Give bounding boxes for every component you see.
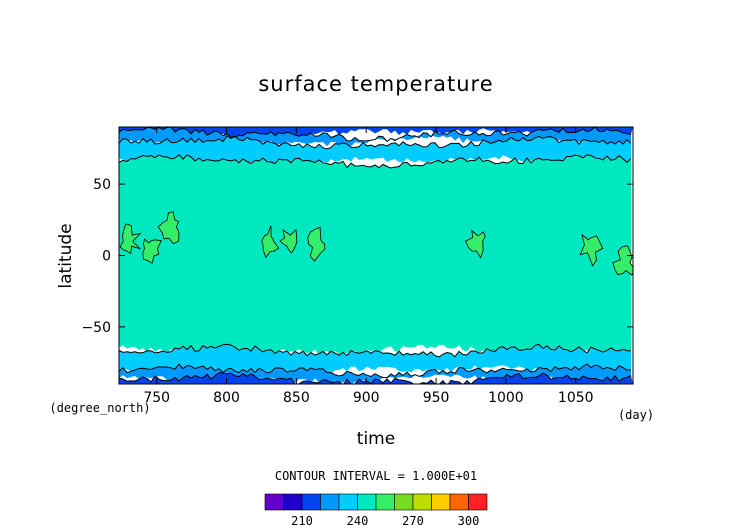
y-tick-label: 50 — [93, 177, 111, 193]
y-axis-label: latitude — [56, 223, 76, 288]
colorbar-swatch — [431, 493, 451, 511]
plot-area — [118, 126, 634, 385]
contour-line — [119, 127, 632, 143]
warm-patch — [579, 233, 604, 267]
y-axis-unit: (degree_north) — [49, 401, 150, 415]
colorbar-swatch — [338, 493, 358, 511]
x-axis-label: time — [357, 429, 395, 449]
warm-patch — [119, 223, 142, 255]
colorbar: 210 240 270 300 — [264, 493, 488, 528]
x-tick-label: 1050 — [558, 390, 594, 406]
colorbar-swatch — [412, 493, 432, 511]
colorbar-swatch — [375, 493, 395, 511]
y-tick-label: −50 — [81, 320, 111, 336]
colorbar-tick-label: 300 — [458, 514, 480, 528]
colorbar-tick-label: 270 — [402, 514, 424, 528]
warm-patch — [307, 226, 326, 262]
contour-line — [119, 135, 632, 150]
colorbar-swatch — [357, 493, 377, 511]
colorbar-swatch — [320, 493, 340, 511]
contour-line — [119, 363, 632, 379]
colorbar-swatch — [449, 493, 469, 511]
warm-patch — [142, 238, 162, 264]
colorbar-swatch — [301, 493, 321, 511]
warm-patch — [612, 245, 633, 276]
temperature-band — [119, 136, 631, 169]
colorbar-swatch — [264, 493, 284, 511]
contour-line — [119, 372, 632, 384]
colorbar-tick-label: 240 — [347, 514, 369, 528]
x-tick-label: 950 — [423, 390, 450, 406]
colorbar-swatch — [394, 493, 414, 511]
x-tick-label: 1000 — [488, 390, 524, 406]
contour-line — [119, 154, 632, 169]
x-tick-label: 750 — [143, 390, 170, 406]
temperature-band — [119, 372, 633, 384]
temperature-band — [119, 154, 631, 359]
x-tick-label: 900 — [353, 390, 380, 406]
temperature-band — [119, 344, 631, 378]
x-tick-label: 800 — [213, 390, 240, 406]
colorbar-swatch — [283, 493, 303, 511]
chart-title: surface temperature — [258, 72, 493, 96]
x-axis: 750 800 850 900 950 1000 1050 — [143, 127, 594, 406]
y-axis: −50 0 50 — [81, 177, 633, 336]
warm-patch — [464, 229, 486, 259]
colorbar-swatch — [468, 493, 488, 511]
y-tick-label: 0 — [102, 249, 111, 265]
warm-patch — [157, 211, 180, 245]
colorbar-tick-label: 210 — [291, 514, 313, 528]
contour-interval-label: CONTOUR INTERVAL = 1.000E+01 — [275, 469, 477, 483]
warm-patch — [279, 228, 298, 254]
contour-line — [119, 343, 632, 358]
x-tick-label: 850 — [283, 390, 310, 406]
warm-patch — [261, 225, 280, 259]
x-axis-unit: (day) — [618, 408, 654, 422]
